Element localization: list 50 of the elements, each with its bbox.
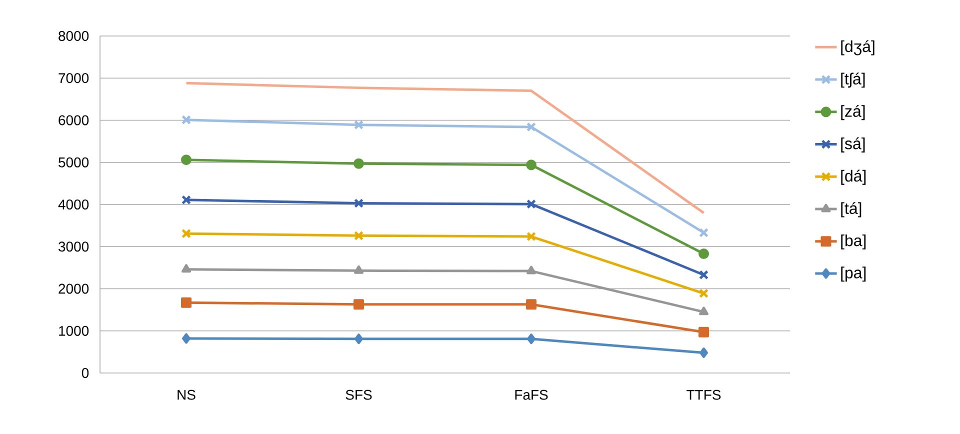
point (181, 228, 192, 238)
point (698, 326, 710, 338)
legend-label: [zá] (841, 104, 865, 120)
point (354, 265, 364, 274)
x-tick-label: NS (178, 390, 196, 400)
point (181, 115, 192, 125)
point (354, 198, 364, 208)
point (181, 154, 192, 166)
line-series (185, 82, 706, 214)
point (698, 288, 709, 298)
y-tick-label: 4000 (58, 200, 89, 210)
point (354, 230, 364, 240)
point (526, 122, 536, 132)
point (354, 120, 364, 130)
point (527, 334, 536, 344)
y-tick-label: 6000 (58, 115, 89, 126)
legend-label: [tá] (841, 202, 862, 218)
y-tick-label: 3000 (58, 242, 89, 252)
point (354, 299, 364, 310)
x-tick-label: TTFS (686, 390, 721, 400)
y-tick-label: 7000 (58, 73, 89, 84)
point (698, 228, 709, 238)
legend-label: [dʒá] (841, 40, 874, 56)
point (698, 248, 710, 260)
point (526, 266, 536, 274)
point (526, 160, 537, 170)
y-tick-label: 1000 (59, 326, 89, 336)
point (182, 333, 191, 344)
point (181, 297, 192, 308)
point (698, 270, 709, 280)
point (526, 199, 536, 209)
point (354, 158, 364, 169)
legend-label: [dá] (841, 170, 866, 185)
point (182, 264, 191, 273)
legend-label: [pa] (841, 266, 866, 282)
point (699, 306, 708, 316)
legend-label: [tʃá] (841, 72, 865, 88)
y-tick-label: 5000 (58, 157, 89, 168)
y-tick-label: 0 (82, 368, 89, 378)
point (700, 348, 708, 358)
legend-label: [sá] (841, 137, 865, 152)
point (354, 334, 364, 344)
point (526, 299, 537, 310)
legend-label: [ba] (841, 234, 866, 250)
point (181, 195, 192, 205)
y-tick-label: 8000 (58, 31, 89, 41)
x-tick-label: FaFS (515, 390, 548, 400)
y-tick-label: 2000 (58, 284, 89, 294)
x-tick-label: SFS (346, 390, 372, 400)
point (526, 232, 536, 242)
